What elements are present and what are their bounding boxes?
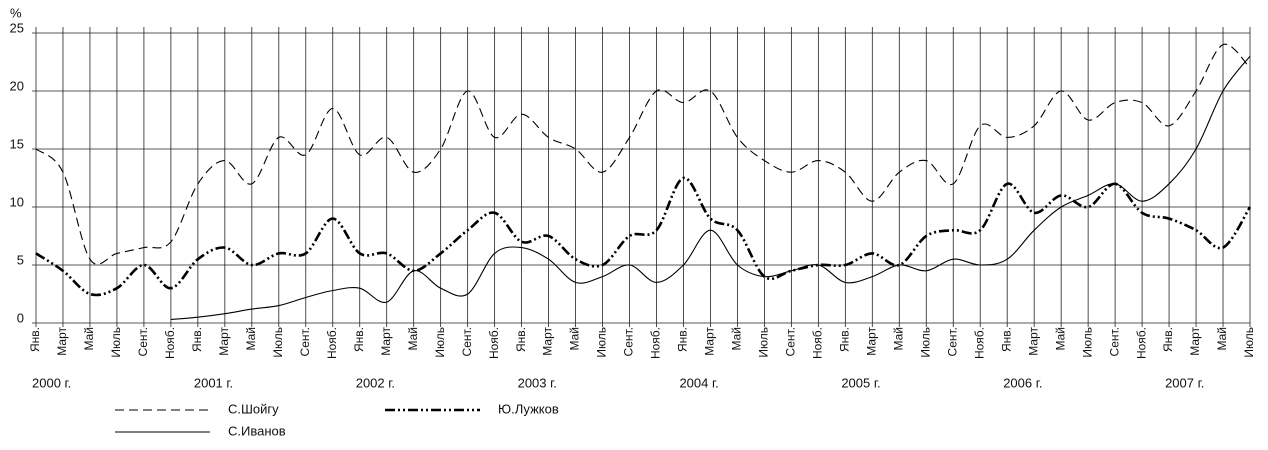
x-tick-label: Март xyxy=(703,327,717,356)
x-tick-label: Нояб. xyxy=(163,327,177,359)
x-tick-label: Сент. xyxy=(945,327,959,356)
x-tick-label: Март xyxy=(379,327,393,356)
x-tick-label: Май xyxy=(82,327,96,351)
legend-label: Ю.Лужков xyxy=(498,401,559,416)
x-tick-label: Янв. xyxy=(1161,327,1175,352)
x-tick-label: Июль xyxy=(1242,327,1256,358)
y-axis-label: % xyxy=(10,5,22,20)
x-tick-label: Май xyxy=(891,327,905,351)
year-label: 2006 г. xyxy=(1003,375,1042,390)
y-tick-label: 5 xyxy=(17,252,24,267)
x-tick-label: Июль xyxy=(757,327,771,358)
series-line xyxy=(170,55,1251,321)
x-tick-label: Сент. xyxy=(622,327,636,356)
x-tick-label: Нояб. xyxy=(1134,327,1148,359)
x-tick-label: Июль xyxy=(271,327,285,358)
x-tick-label: Июль xyxy=(109,327,123,358)
y-tick-label: 20 xyxy=(10,78,24,93)
x-tick-label: Май xyxy=(1053,327,1067,351)
year-label: 2001 г. xyxy=(194,375,233,390)
x-tick-label: Май xyxy=(244,327,258,351)
x-tick-label: Сент. xyxy=(136,327,150,356)
x-tick-label: Июль xyxy=(1080,327,1094,358)
x-tick-label: Янв. xyxy=(514,327,528,352)
x-tick-label: Сент. xyxy=(460,327,474,356)
legend-label: С.Иванов xyxy=(228,423,286,438)
x-tick-label: Нояб. xyxy=(487,327,501,359)
x-tick-label: Март xyxy=(55,327,69,356)
x-tick-label: Нояб. xyxy=(649,327,663,359)
y-tick-label: 10 xyxy=(10,194,24,209)
year-label: 2007 г. xyxy=(1165,375,1204,390)
legend-label: С.Шойгу xyxy=(228,401,279,416)
x-tick-label: Нояб. xyxy=(325,327,339,359)
x-tick-label: Май xyxy=(406,327,420,351)
year-label: 2004 г. xyxy=(679,375,718,390)
x-tick-label: Янв. xyxy=(28,327,42,352)
x-tick-label: Март xyxy=(864,327,878,356)
y-tick-label: 0 xyxy=(17,310,24,325)
x-tick-label: Март xyxy=(1188,327,1202,356)
x-tick-label: Май xyxy=(1215,327,1229,351)
x-tick-label: Янв. xyxy=(352,327,366,352)
x-tick-label: Июль xyxy=(918,327,932,358)
x-tick-label: Март xyxy=(217,327,231,356)
x-tick-label: Сент. xyxy=(784,327,798,356)
x-tick-label: Янв. xyxy=(838,327,852,352)
year-label: 2003 г. xyxy=(518,375,557,390)
year-label: 2005 г. xyxy=(841,375,880,390)
x-tick-label: Сент. xyxy=(1107,327,1121,356)
x-tick-label: Янв. xyxy=(999,327,1013,352)
x-tick-label: Янв. xyxy=(676,327,690,352)
x-tick-label: Март xyxy=(541,327,555,356)
year-label: 2002 г. xyxy=(356,375,395,390)
x-tick-label: Май xyxy=(730,327,744,351)
year-label: 2000 г. xyxy=(32,375,71,390)
series-line xyxy=(35,43,1251,265)
y-tick-label: 25 xyxy=(10,20,24,35)
x-tick-label: Янв. xyxy=(190,327,204,352)
x-tick-label: Май xyxy=(568,327,582,351)
x-tick-label: Июль xyxy=(433,327,447,358)
x-tick-label: Июль xyxy=(595,327,609,358)
x-tick-label: Нояб. xyxy=(972,327,986,359)
x-tick-label: Нояб. xyxy=(811,327,825,359)
series-line xyxy=(35,176,1252,297)
x-tick-label: Сент. xyxy=(298,327,312,356)
y-tick-label: 15 xyxy=(10,136,24,151)
x-tick-label: Март xyxy=(1026,327,1040,356)
